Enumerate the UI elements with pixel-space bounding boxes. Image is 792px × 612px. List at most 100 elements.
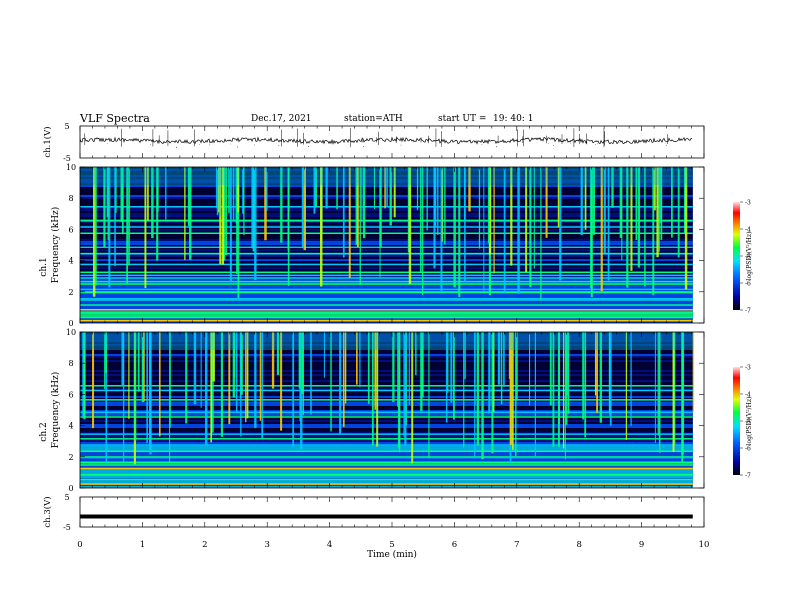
sferic-streak bbox=[245, 332, 247, 423]
sferic-streak bbox=[630, 167, 633, 271]
sferic-streak bbox=[516, 332, 518, 401]
sferic-streak bbox=[251, 167, 254, 249]
narrowband-line bbox=[80, 389, 693, 392]
spectrogram-row bbox=[80, 297, 693, 299]
sferic-streak bbox=[259, 332, 262, 421]
sferic-streak bbox=[659, 332, 661, 453]
x-tick-label: 1 bbox=[140, 540, 145, 550]
sferic-streak bbox=[392, 332, 395, 402]
sferic-streak bbox=[450, 332, 453, 403]
narrowband-line bbox=[80, 312, 693, 314]
spectrogram-row bbox=[80, 350, 693, 352]
x-tick-label: 2 bbox=[202, 540, 207, 550]
spectrogram-row bbox=[80, 334, 693, 336]
sferic-streak bbox=[510, 167, 513, 266]
sferic-streak bbox=[408, 332, 410, 406]
narrowband-line bbox=[80, 263, 693, 266]
sferic-streak bbox=[266, 167, 268, 211]
colorbar bbox=[733, 367, 740, 475]
sferic-streak bbox=[121, 332, 124, 386]
sferic-streak bbox=[500, 332, 503, 405]
sferic-streak bbox=[212, 332, 215, 382]
sferic-streak bbox=[361, 167, 363, 222]
narrowband-line bbox=[80, 399, 693, 401]
sferic-streak bbox=[463, 332, 465, 448]
sferic-streak bbox=[463, 167, 466, 221]
y-axis-label: ch.1(V) bbox=[42, 126, 53, 157]
spectrogram-row bbox=[80, 362, 693, 364]
sferic-streak bbox=[420, 332, 423, 412]
sferic-streak bbox=[246, 332, 249, 419]
spectrogram-row bbox=[80, 215, 693, 217]
sferic-streak bbox=[562, 332, 565, 449]
sferic-streak bbox=[483, 167, 485, 291]
x-tick-label: 7 bbox=[514, 540, 519, 550]
sferic-streak bbox=[657, 332, 659, 436]
sferic-streak bbox=[147, 167, 149, 221]
sferic-streak bbox=[619, 167, 623, 238]
sferic-streak bbox=[599, 332, 603, 423]
sferic-streak bbox=[336, 167, 338, 210]
sferic-streak bbox=[389, 167, 392, 226]
spectrogram-row bbox=[80, 400, 693, 402]
sferic-streak bbox=[359, 167, 361, 285]
sferic-streak bbox=[584, 332, 587, 438]
narrowband-line bbox=[80, 206, 693, 208]
sferic-streak bbox=[355, 167, 358, 245]
colorbar-tick-label: -6 bbox=[745, 281, 751, 288]
sferic-streak bbox=[83, 332, 86, 420]
narrowband-line bbox=[80, 232, 693, 235]
spectrogram-row bbox=[80, 239, 693, 241]
sferic-streak bbox=[476, 332, 480, 446]
narrowband-line bbox=[80, 304, 693, 306]
spectrogram-row bbox=[80, 422, 693, 424]
sferic-streak bbox=[301, 332, 304, 394]
sferic-streak bbox=[158, 332, 161, 437]
sferic-streak bbox=[464, 332, 466, 380]
narrowband-line bbox=[80, 438, 693, 440]
y-axis-label: Frequency (kHz) bbox=[50, 372, 61, 449]
colorbar-tick-label: -7 bbox=[745, 308, 751, 315]
sferic-streak bbox=[403, 332, 405, 437]
sferic-streak bbox=[672, 332, 675, 452]
sferic-streak bbox=[236, 167, 238, 274]
spectrogram-row bbox=[80, 217, 693, 219]
sferic-streak bbox=[656, 167, 659, 258]
sferic-streak bbox=[444, 167, 446, 245]
y-tick-label: 6 bbox=[68, 390, 73, 399]
colorbar-tick-label: -3 bbox=[745, 200, 751, 207]
sferic-streak bbox=[584, 167, 587, 230]
sferic-streak bbox=[300, 332, 303, 450]
sferic-streak bbox=[254, 167, 257, 281]
sferic-streak bbox=[330, 332, 332, 432]
spectrogram-row bbox=[80, 458, 693, 460]
sferic-streak bbox=[558, 332, 560, 425]
channel-label: ch.1 bbox=[39, 257, 49, 276]
spectrogram-row bbox=[80, 356, 693, 358]
colorbar-tick-label: -4 bbox=[745, 392, 751, 399]
spectrogram-row bbox=[80, 255, 693, 257]
sferic-streak bbox=[681, 332, 684, 463]
narrowband-line bbox=[80, 271, 693, 274]
spectrogram-row bbox=[80, 231, 693, 233]
narrowband-line bbox=[80, 483, 693, 485]
sferic-streak bbox=[386, 167, 388, 207]
colorbar-tick-label: -3 bbox=[745, 365, 751, 372]
sferic-streak bbox=[114, 167, 116, 267]
sferic-streak bbox=[115, 167, 117, 213]
sferic-streak bbox=[567, 332, 570, 414]
spectrogram-row bbox=[80, 243, 693, 245]
sferic-streak bbox=[149, 332, 151, 453]
spectrogram-row bbox=[80, 269, 693, 271]
sferic-streak bbox=[120, 167, 123, 222]
sferic-streak bbox=[107, 167, 109, 241]
sferic-streak bbox=[184, 167, 186, 260]
narrowband-line bbox=[80, 280, 693, 283]
y-tick-label: 2 bbox=[68, 453, 73, 462]
sferic-streak bbox=[141, 332, 144, 403]
sferic-streak bbox=[292, 332, 295, 447]
y-tick-label: 4 bbox=[68, 257, 73, 266]
sferic-streak bbox=[488, 332, 491, 414]
spectrogram-row bbox=[80, 414, 693, 416]
